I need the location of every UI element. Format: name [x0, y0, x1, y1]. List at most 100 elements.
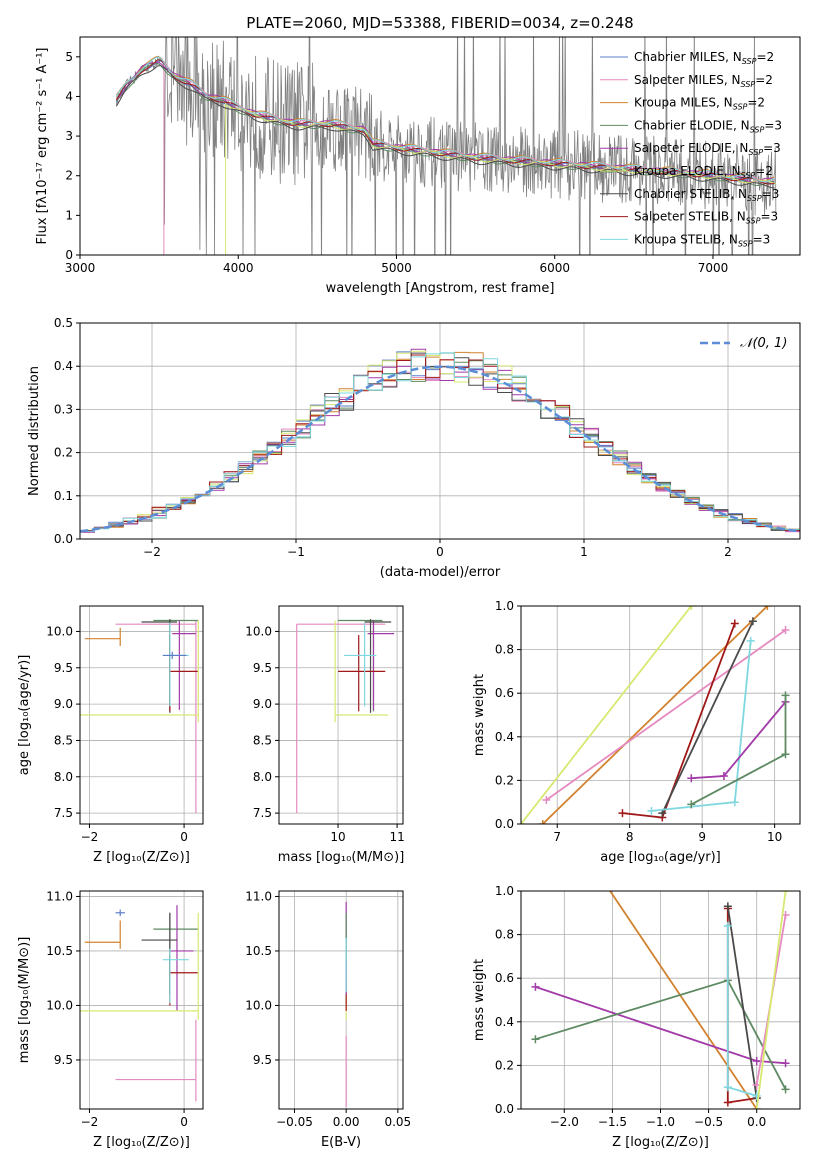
y-axis-label: mass weight	[472, 674, 487, 756]
plot-area	[296, 619, 395, 814]
x-axis-label: mass [log₁₀(M/M⊙)]	[278, 850, 405, 865]
x-tick-label: 2	[724, 545, 732, 559]
x-tick-label: 10	[330, 830, 345, 844]
x-tick-label: −0.05	[276, 1115, 313, 1129]
weight-marker	[781, 750, 790, 759]
x-tick-label: 5000	[381, 261, 412, 275]
y-axis-label: mass weight	[472, 959, 487, 1041]
axes-frame: −2.0 −1.5 −1.0 −0.5 0.0 0.0 0.2 0.4 0.6 0.8 1.0 Z […	[472, 884, 801, 1150]
plot-area	[115, 37, 777, 255]
y-tick-label: 1.0	[495, 599, 514, 613]
y-tick-label: 8.0	[54, 770, 73, 784]
weight-marker	[647, 806, 656, 815]
chart-weight-vs-age: 7 8 9 10 0.0 0.2 0.4 0.6 0.8 1.0 age [log₁₀(age/yr…	[472, 599, 801, 865]
plot-area	[80, 905, 199, 1102]
y-tick-label: 8.0	[253, 770, 272, 784]
weight-marker	[719, 772, 728, 781]
x-axis-label: Z [log₁₀(Z/Z⊙)]	[93, 850, 190, 865]
plot-area	[80, 348, 800, 539]
y-tick-label: 9.5	[253, 661, 272, 675]
model-line-2	[115, 55, 775, 182]
x-tick-label: −2	[143, 545, 161, 559]
y-tick-label: 9.0	[54, 697, 73, 711]
x-axis-label: wavelength [Angstrom, rest frame]	[326, 281, 555, 296]
weight-marker	[618, 809, 627, 818]
x-tick-label: 0	[436, 545, 444, 559]
x-tick-label: 7	[553, 830, 561, 844]
model-line-4	[116, 61, 775, 183]
errorbar-point-7	[80, 912, 199, 1020]
axes-border	[278, 605, 404, 825]
y-tick-label: 10.0	[245, 624, 272, 638]
errorbar-point-0	[84, 920, 121, 949]
weight-line-1	[542, 606, 769, 824]
chart-mass-vs-Z: −2 0 9.5 10.0 10.5 11.0 Z [log₁₀(Z/Z⊙)] mass [l…	[17, 889, 204, 1150]
x-tick-label: 10	[767, 830, 782, 844]
y-tick-label: 0	[65, 248, 73, 262]
weight-marker	[730, 619, 739, 628]
chart-weight-vs-Z: −2.0 −1.5 −1.0 −0.5 0.0 0.0 0.2 0.4 0.6 0.8 1.0 Z […	[472, 884, 801, 1150]
weight-marker	[781, 891, 790, 895]
y-tick-label: 0.4	[495, 730, 514, 744]
axes-frame: −0.05 0.00 0.05 9.5 10.0 10.5 11.0 E(B-V)	[245, 889, 411, 1150]
weight-marker	[781, 691, 790, 700]
errorbar-point-3	[172, 620, 196, 710]
weight-marker	[723, 902, 732, 911]
observed-spectrum	[116, 37, 777, 255]
x-tick-label: 11	[389, 830, 404, 844]
x-tick-label: 8	[626, 830, 634, 844]
weight-marker	[687, 606, 696, 610]
y-tick-label: 11.0	[46, 889, 73, 903]
weight-marker	[542, 796, 551, 805]
y-axis-label: mass [log₁₀(M/M⊙)]	[17, 937, 32, 1064]
y-tick-label: 0.2	[495, 773, 514, 787]
x-tick-label: −2	[81, 1115, 99, 1129]
errorbar-point-1	[115, 1019, 197, 1102]
y-tick-label: 0.5	[54, 316, 73, 330]
weight-line-2	[545, 629, 787, 801]
y-tick-label: 9.5	[54, 661, 73, 675]
y-tick-label: 0.2	[495, 1058, 514, 1072]
errorbar-point-3	[367, 620, 395, 710]
legend-entry: Kroupa ELODIE, NSSP=2	[634, 164, 773, 180]
weight-marker	[781, 1085, 790, 1094]
y-axis-label: Normed distribution	[27, 366, 42, 496]
x-tick-label: 0	[180, 1115, 188, 1129]
weight-line-7	[755, 891, 787, 1109]
weight-marker	[723, 1098, 732, 1107]
axes-frame: 7 8 9 10 0.0 0.2 0.4 0.6 0.8 1.0 age [log₁₀(age/yr…	[472, 599, 801, 865]
plot-area	[80, 619, 199, 814]
errorbar-point-8	[162, 651, 187, 660]
y-tick-label: 4	[65, 89, 73, 103]
y-tick-label: 0.0	[495, 817, 514, 831]
weight-marker	[538, 820, 547, 824]
legend: 𝒩(0, 1)	[700, 336, 787, 351]
x-tick-label: 6000	[539, 261, 570, 275]
legend-entry: Kroupa STELIB, NSSP=3	[634, 232, 770, 248]
y-tick-label: 0.1	[54, 489, 73, 503]
y-tick-label: 1	[65, 208, 73, 222]
axes-border	[79, 605, 204, 825]
x-tick-label: 0.00	[333, 1115, 360, 1129]
x-axis-label: age [log₁₀(age/yr)]	[600, 850, 721, 865]
axes-frame: −2 0 9.5 10.0 10.5 11.0 Z [log₁₀(Z/Z⊙)] mass [l…	[17, 889, 204, 1150]
chart-residuals: −2 −1 0 1 2 0.0 0.1 0.2 0.3 0.4 0.5 (data-model)/er…	[27, 316, 801, 580]
chart-spectrum: 3000 4000 5000 6000 7000 0 1 2 3 4 5 wavelength [An…	[35, 36, 801, 296]
y-tick-label: 10.0	[46, 998, 73, 1012]
plot-area	[531, 891, 790, 1109]
x-tick-label: −2	[81, 830, 99, 844]
y-tick-label: 11.0	[245, 889, 272, 903]
x-axis-label: Z [log₁₀(Z/Z⊙)]	[93, 1135, 190, 1150]
x-axis-label: Z [log₁₀(Z/Z⊙)]	[612, 1135, 709, 1150]
legend-entry: Kroupa MILES, NSSP=2	[634, 96, 765, 112]
model-line-8	[115, 56, 775, 183]
x-tick-label: 0	[180, 830, 188, 844]
y-tick-label: 0.6	[495, 686, 514, 700]
errorbar-point-3	[169, 905, 194, 1011]
x-tick-label: 4000	[223, 261, 254, 275]
plot-area	[521, 606, 790, 824]
normal-curve	[80, 365, 800, 533]
weight-marker	[763, 606, 772, 610]
weight-line-4	[726, 906, 758, 1099]
errorbar-point-8	[115, 909, 125, 917]
